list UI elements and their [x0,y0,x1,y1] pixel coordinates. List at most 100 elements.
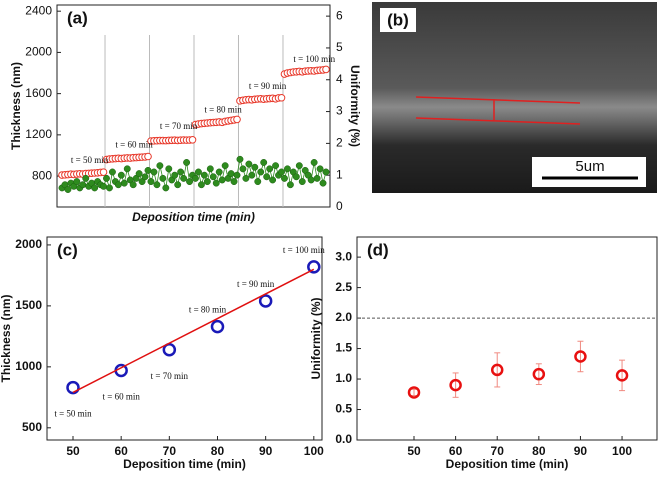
annotation: t = 50 min [54,409,92,419]
panel-label: (d) [367,240,389,259]
thickness-point [307,260,321,274]
uniformity-point [197,181,205,189]
thickness-point [210,319,225,334]
y2-tick-label: 0 [336,199,343,213]
uniformity-point [180,174,188,182]
uniformity-point [79,181,87,189]
thickness-point [99,168,108,176]
uniformity-point [215,168,223,176]
y2-tick-label: 4 [336,72,343,86]
x-axis-title: Deposition time (min) [123,457,246,471]
uniformity-point [192,174,199,182]
x-axis-title: Deposition time (min) [132,210,255,224]
y-tick-label: 3.0 [335,249,352,263]
uniformity-point [319,179,327,187]
uniformity-point [120,179,128,187]
annotation: t = 50 min [71,155,109,165]
uniformity-point [144,166,152,174]
uniformity-point [322,168,330,176]
y-tick-label: 500 [22,420,42,434]
uniformity-point [218,176,226,184]
uniformity-point [123,165,131,173]
uniformity-point [108,168,116,176]
uniformity-point [230,178,238,186]
panel-label: (b) [387,10,409,29]
uniformity-point [64,186,72,193]
uniformity-point [286,181,294,189]
y-tick-label: 1.0 [335,371,352,385]
uniformity-point [117,171,125,179]
uniformity-point [574,350,587,363]
x-tick-label: 70 [491,444,505,458]
annotation: t = 100 min [283,245,325,255]
y2-axis-title: Uniformity (%) [348,65,362,147]
uniformity-point [257,168,265,176]
thickness-point [188,136,197,144]
thickness-point [233,115,241,124]
uniformity-point [159,174,167,182]
uniformity-point [248,171,256,179]
uniformity-point [407,386,421,399]
uniformity-point [153,181,161,189]
annotation: t = 60 min [103,392,141,402]
y-tick-label: 800 [32,168,52,182]
y-axis-title: Thickness (nm) [9,62,23,150]
thickness-point [258,294,273,308]
uniformity-point [91,184,99,192]
panel-label: (c) [57,240,78,259]
y2-tick-label: 2 [336,136,343,150]
uniformity-point [141,173,149,181]
uniformity-point [313,174,321,182]
uniformity-point [186,178,194,186]
uniformity-point [209,173,217,181]
uniformity-point [260,159,268,166]
uniformity-point [129,181,137,189]
uniformity-point [490,363,504,377]
x-tick-label: 100 [304,444,324,458]
uniformity-point [106,184,113,192]
y-tick-label: 0.0 [335,432,352,446]
y2-tick-label: 1 [336,167,343,181]
uniformity-point [200,171,208,179]
uniformity-point [227,170,235,178]
plot-frame [46,236,323,441]
uniformity-point [295,162,303,170]
uniformity-point [156,162,164,170]
uniformity-point [449,378,462,392]
x-tick-label: 90 [259,444,273,458]
thickness-point [277,93,286,102]
uniformity-point [221,162,229,170]
uniformity-point [307,176,315,184]
uniformity-point [135,170,143,178]
uniformity-point [194,168,202,176]
uniformity-point [233,171,241,179]
y-axis-title: Thickness (nm) [0,294,13,382]
uniformity-point [177,168,185,176]
x-tick-label: 70 [163,444,177,458]
uniformity-point [310,159,318,166]
uniformity-point [292,173,300,181]
annotation: t = 70 min [160,121,198,131]
y2-tick-label: 6 [336,8,343,22]
y2-tick-label: 5 [336,40,343,54]
uniformity-point [203,178,211,186]
scale-box [532,157,646,187]
thickness-point [144,152,152,161]
x-tick-label: 80 [211,444,225,458]
uniformity-point [236,155,244,163]
uniformity-point [316,165,324,173]
label-box [380,8,416,32]
y-tick-label: 1200 [25,127,52,141]
uniformity-point [283,165,291,173]
uniformity-point [100,182,107,190]
x-tick-label: 50 [66,444,80,458]
thickness-point [322,65,330,74]
x-tick-label: 90 [574,444,588,458]
panel-label: (a) [67,8,88,27]
film-top-line [415,96,581,104]
y-tick-label: 2.5 [335,280,352,294]
y2-tick-label: 3 [336,104,343,118]
x-tick-label: 60 [449,444,463,458]
uniformity-point [103,174,110,182]
